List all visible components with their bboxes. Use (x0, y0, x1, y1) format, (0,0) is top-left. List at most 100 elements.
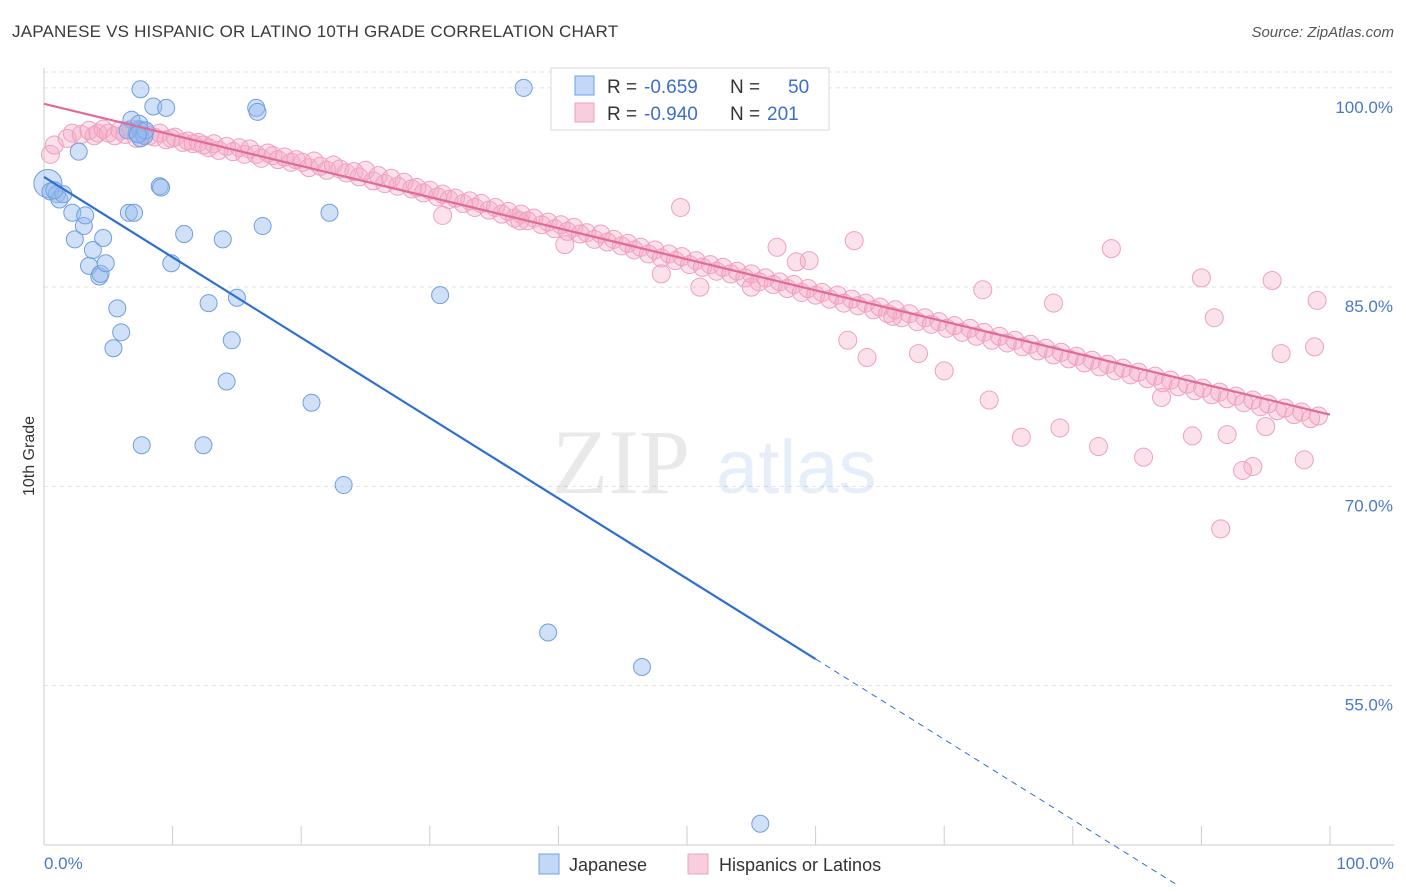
hispanic-point (1101, 239, 1121, 259)
legend-japanese-r-label: R = (607, 77, 637, 98)
japanese-points (33, 78, 770, 833)
japanese-point (175, 225, 194, 244)
japanese-point (431, 286, 450, 305)
hispanic-point (651, 264, 671, 284)
japanese-point (112, 323, 131, 342)
legend-hispanic-r-value: -0.940 (644, 104, 698, 125)
legend-japanese-swatch (574, 75, 595, 96)
hispanic-point (1090, 357, 1110, 377)
trend-lines (43, 102, 1331, 885)
bottom-legend-japanese-swatch (538, 853, 560, 875)
hispanic-points (40, 119, 1328, 539)
hispanic-point (1134, 447, 1154, 467)
hispanic-point (1233, 460, 1253, 480)
japanese-point (334, 476, 353, 495)
hispanic-point (1044, 345, 1064, 365)
japanese-point (213, 230, 232, 249)
hispanic-point (1059, 349, 1079, 369)
hispanic-point (883, 306, 903, 326)
japanese-point (751, 814, 770, 833)
japanese-point (69, 142, 88, 161)
japanese-trend-extension (815, 658, 1176, 885)
x-tick-label-max: 100.0% (1336, 854, 1394, 873)
hispanic-point (1028, 341, 1048, 361)
hispanic-point (1305, 337, 1325, 357)
japanese-point (194, 436, 213, 455)
japanese-point (96, 254, 115, 273)
hispanic-point (838, 330, 858, 350)
hispanic-point (1044, 293, 1064, 313)
japanese-trend-line (43, 175, 817, 660)
hispanic-point (767, 237, 787, 257)
japanese-point (199, 294, 218, 313)
hispanic-point (1204, 308, 1224, 328)
legend-japanese-n-value: 50 (788, 77, 809, 98)
bottom-legend-hispanic-label: Hispanics or Latinos (719, 855, 881, 875)
hispanic-point (1294, 450, 1314, 470)
hispanic-point (1152, 387, 1172, 407)
japanese-point (125, 203, 144, 222)
source-label: Source: ZipAtlas.com (1251, 24, 1394, 41)
japanese-point (131, 80, 150, 99)
watermark: ZIP atlas (552, 411, 877, 513)
hispanic-point (973, 280, 993, 300)
y-tick-labels: 100.0% 85.0% 70.0% 55.0% (1335, 98, 1393, 715)
bottom-legend-japanese-label: Japanese (569, 855, 647, 875)
japanese-point (302, 393, 321, 412)
japanese-point (119, 203, 138, 222)
japanese-point (222, 331, 241, 350)
series-legend: Japanese Hispanics or Latinos (538, 853, 881, 875)
japanese-point (104, 339, 123, 358)
hispanic-point (844, 231, 864, 251)
japanese-point (539, 623, 558, 642)
hispanic-point (57, 128, 77, 148)
y-tick-label: 70.0% (1345, 496, 1393, 515)
hispanic-point (433, 205, 453, 225)
japanese-point (83, 240, 102, 259)
hispanic-trend-line (43, 102, 1331, 416)
legend-hispanic-n-label: N = (730, 104, 760, 125)
japanese-point (157, 98, 176, 117)
hispanic-point (40, 144, 60, 164)
correlation-legend: R = -0.659 N = 50 R = -0.940 N = 201 (550, 67, 830, 131)
hispanic-point (356, 160, 375, 180)
hispanic-point (420, 180, 440, 200)
hispanic-point (1011, 427, 1031, 447)
japanese-point (320, 203, 339, 222)
hispanic-point (1271, 344, 1291, 364)
hispanic-point (786, 252, 806, 272)
japanese-point (514, 78, 533, 97)
hispanic-point (934, 361, 954, 381)
japanese-point (248, 102, 267, 121)
japanese-point (76, 206, 95, 225)
japanese-point (144, 97, 163, 116)
hispanic-point (690, 277, 710, 297)
y-tick-label: 85.0% (1345, 297, 1393, 316)
watermark-zip: ZIP (552, 411, 690, 513)
hispanic-point (1217, 425, 1237, 445)
hispanic-point (741, 277, 761, 297)
chart-title: JAPANESE VS HISPANIC OR LATINO 10TH GRAD… (12, 22, 619, 41)
hispanic-point (908, 344, 928, 364)
legend-japanese-n-label: N = (730, 77, 760, 98)
legend-hispanic-n-value: 201 (767, 104, 799, 125)
japanese-point (150, 177, 169, 196)
hispanic-point (857, 348, 877, 368)
legend-box (550, 67, 830, 131)
hispanic-point (1243, 456, 1263, 476)
hispanic-point (671, 197, 691, 217)
x-tick-label-min: 0.0% (44, 854, 83, 873)
japanese-point (132, 436, 151, 455)
japanese-point (632, 658, 651, 677)
hispanic-point (1256, 417, 1276, 437)
hispanic-point (1050, 418, 1070, 438)
y-axis-label: 10th Grade (21, 416, 38, 496)
watermark-atlas: atlas (716, 425, 877, 510)
hispanic-point (1074, 353, 1094, 373)
y-tick-label: 100.0% (1335, 98, 1393, 117)
y-tick-label: 55.0% (1345, 696, 1393, 715)
hispanic-point (555, 235, 575, 255)
japanese-point (217, 372, 236, 391)
bottom-legend-hispanic-swatch (687, 853, 709, 875)
